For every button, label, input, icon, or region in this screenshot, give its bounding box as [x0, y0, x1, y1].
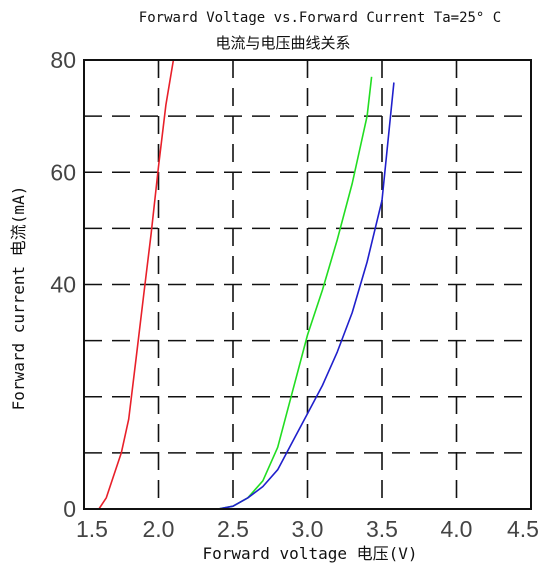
plot-frame [83, 59, 532, 510]
x-tick-label: 4.0 [441, 516, 473, 542]
series-line-3 [98, 82, 395, 510]
y-tick-label: 0 [63, 496, 76, 522]
x-axis-label: Forward voltage 电压(V) [202, 544, 417, 563]
chart-title: Forward Voltage vs.Forward Current Ta=25… [139, 10, 501, 26]
y-tick-label: 60 [50, 159, 76, 185]
series-line-1 [98, 59, 175, 510]
y-axis-label: Forward current 电流(mA) [9, 186, 28, 411]
data-series [98, 59, 395, 510]
x-tick-label: 3.5 [366, 516, 398, 542]
y-tick-label: 40 [50, 272, 76, 298]
y-tick-labels: 0 40 60 80 [50, 47, 76, 522]
x-tick-labels: 1.5 2.0 2.5 3.0 3.5 4.0 4.5 [76, 516, 539, 542]
y-tick-label: 80 [50, 47, 76, 73]
grid-lines [84, 60, 531, 509]
x-tick-label: 1.5 [76, 516, 108, 542]
series-line-2 [98, 76, 373, 510]
x-tick-label: 3.0 [292, 516, 324, 542]
x-tick-label: 2.0 [143, 516, 175, 542]
chart-subtitle: 电流与电压曲线关系 [215, 34, 350, 52]
x-tick-label: 4.5 [507, 516, 539, 542]
x-tick-label: 2.5 [217, 516, 249, 542]
